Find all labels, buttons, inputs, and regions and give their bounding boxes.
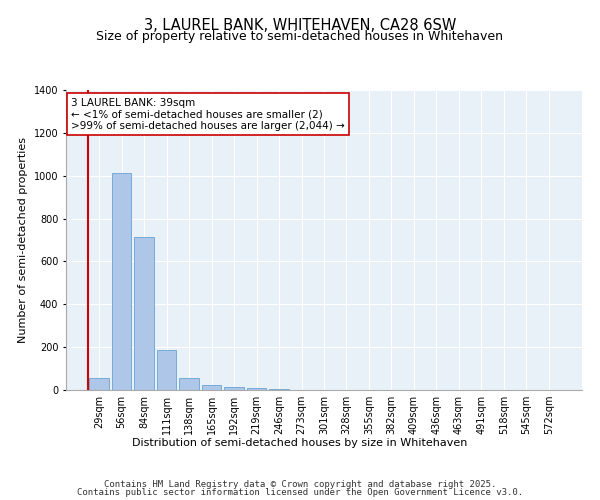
Text: Contains public sector information licensed under the Open Government Licence v3: Contains public sector information licen… bbox=[77, 488, 523, 497]
Text: Contains HM Land Registry data © Crown copyright and database right 2025.: Contains HM Land Registry data © Crown c… bbox=[104, 480, 496, 489]
Y-axis label: Number of semi-detached properties: Number of semi-detached properties bbox=[18, 137, 28, 343]
Bar bbox=[134, 237, 154, 390]
Bar bbox=[247, 388, 266, 390]
Text: 3 LAUREL BANK: 39sqm
← <1% of semi-detached houses are smaller (2)
>99% of semi-: 3 LAUREL BANK: 39sqm ← <1% of semi-detac… bbox=[71, 98, 345, 130]
Bar bbox=[112, 172, 131, 390]
Bar bbox=[179, 378, 199, 390]
Text: 3, LAUREL BANK, WHITEHAVEN, CA28 6SW: 3, LAUREL BANK, WHITEHAVEN, CA28 6SW bbox=[144, 18, 456, 32]
Bar bbox=[202, 384, 221, 390]
Bar bbox=[89, 378, 109, 390]
Bar bbox=[157, 350, 176, 390]
Text: Size of property relative to semi-detached houses in Whitehaven: Size of property relative to semi-detach… bbox=[97, 30, 503, 43]
Bar bbox=[224, 387, 244, 390]
Text: Distribution of semi-detached houses by size in Whitehaven: Distribution of semi-detached houses by … bbox=[133, 438, 467, 448]
